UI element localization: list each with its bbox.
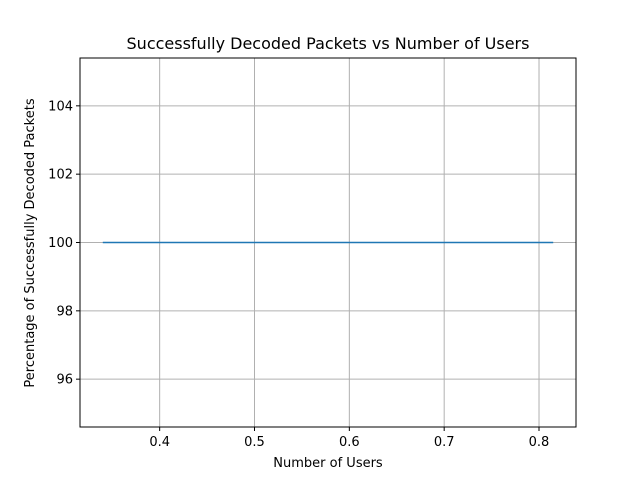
chart-title: Successfully Decoded Packets vs Number o… [127,34,530,53]
x-tick-label: 0.8 [529,435,550,450]
y-axis-ticks: 96 98 100 102 104 [48,99,80,388]
y-tick-label: 100 [48,236,73,251]
x-tick-label: 0.5 [244,435,265,450]
x-axis-ticks: 0.4 0.5 0.6 0.7 0.8 [149,427,549,450]
x-axis-label: Number of Users [273,456,383,471]
x-tick-label: 0.4 [149,435,170,450]
y-axis-label: Percentage of Successfully Decoded Packe… [23,98,38,387]
y-tick-label: 102 [48,168,73,183]
x-tick-label: 0.7 [434,435,455,450]
y-tick-label: 98 [56,304,73,319]
x-tick-label: 0.6 [339,435,360,450]
y-tick-label: 96 [56,373,73,388]
y-tick-label: 104 [48,99,73,114]
